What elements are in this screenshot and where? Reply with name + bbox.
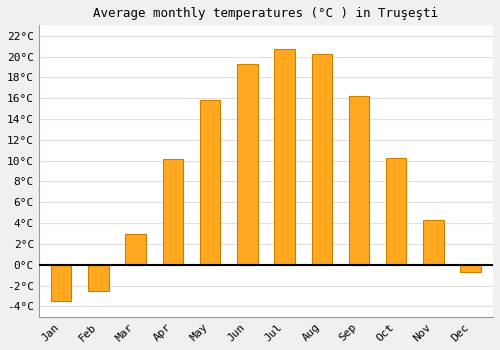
Bar: [386, 158, 406, 265]
Bar: [274, 49, 295, 265]
Bar: [200, 100, 220, 265]
Bar: [126, 233, 146, 265]
Bar: [349, 96, 370, 265]
Bar: [460, 265, 481, 272]
Bar: [423, 220, 444, 265]
Bar: [312, 55, 332, 265]
Bar: [237, 64, 258, 265]
Bar: [162, 159, 183, 265]
Bar: [51, 265, 72, 301]
Bar: [88, 265, 108, 291]
Title: Average monthly temperatures (°C ) in Truşeşti: Average monthly temperatures (°C ) in Tr…: [94, 7, 438, 20]
